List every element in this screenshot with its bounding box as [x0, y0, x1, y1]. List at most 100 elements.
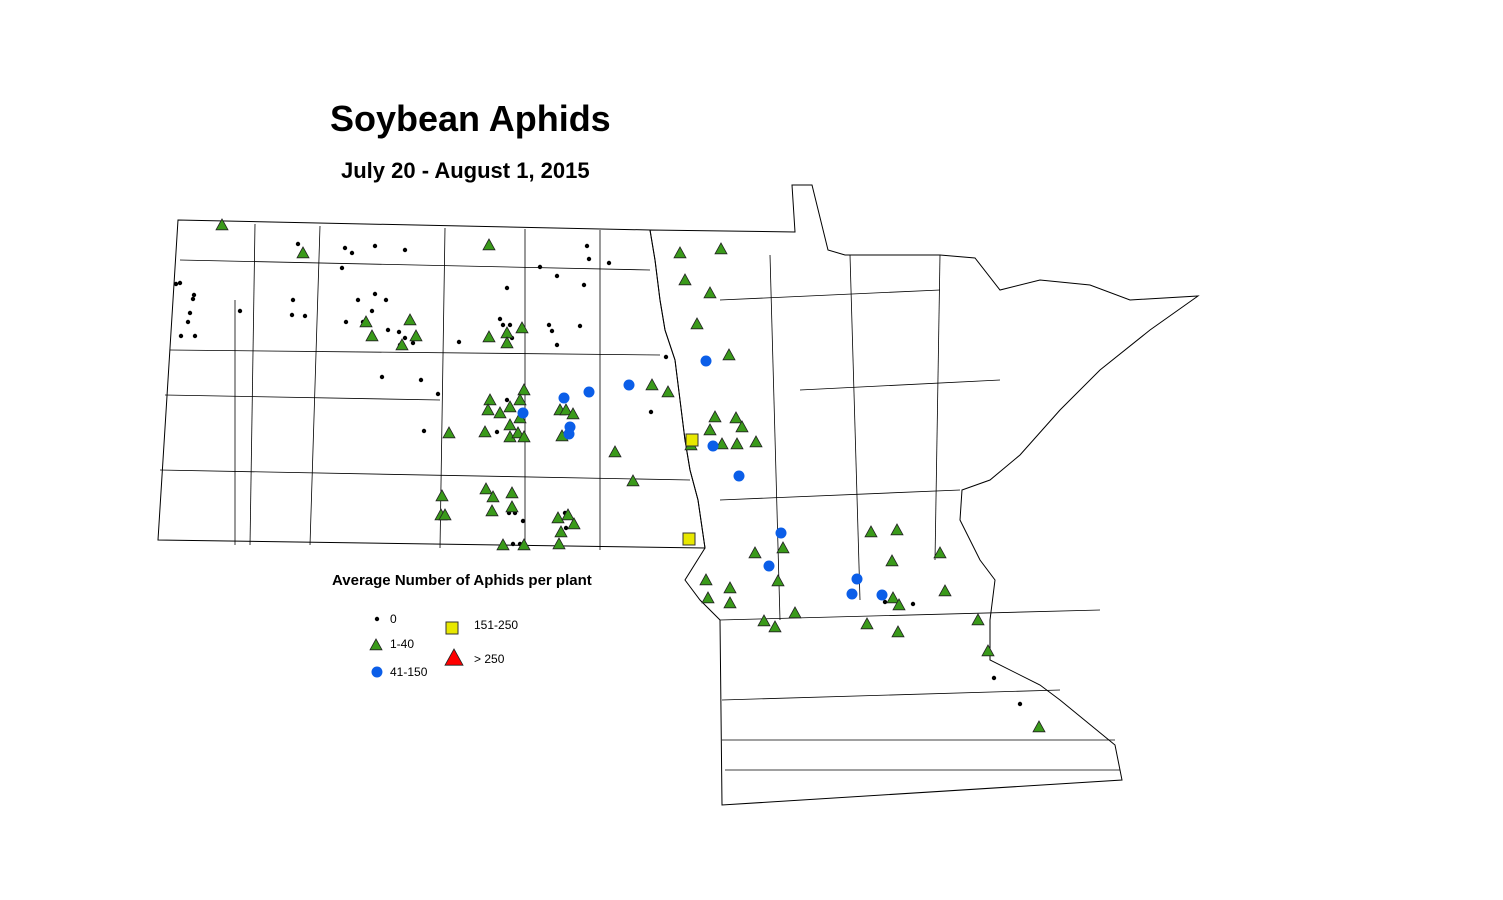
- legend-label-0: 0: [390, 612, 397, 626]
- zero-aphids-point: [537, 264, 543, 270]
- low-aphids-triangle: [788, 606, 802, 619]
- legend-dot-symbol: [374, 616, 380, 622]
- low-aphids-triangle: [715, 437, 729, 450]
- low-aphids-triangle: [505, 500, 519, 513]
- low-aphids-triangle: [708, 410, 722, 423]
- zero-aphids-point: [372, 291, 378, 297]
- moderate-aphids-circle: [733, 470, 745, 482]
- low-aphids-triangle: [566, 407, 580, 420]
- low-aphids-triangle: [722, 348, 736, 361]
- zero-aphids-point: [991, 675, 997, 681]
- low-aphids-triangle: [511, 426, 525, 439]
- zero-aphids-point: [418, 377, 424, 383]
- low-aphids-triangle: [483, 393, 497, 406]
- legend-circle-blue-symbol: [371, 666, 383, 678]
- zero-aphids-point: [606, 260, 612, 266]
- county-line: [249, 223, 256, 546]
- low-aphids-triangle: [729, 411, 743, 424]
- zero-aphids-point: [563, 525, 569, 531]
- zero-aphids-point: [192, 333, 198, 339]
- low-aphids-triangle: [482, 330, 496, 343]
- zero-aphids-point: [369, 308, 375, 314]
- legend-triangle-green-symbol: [369, 638, 383, 651]
- zero-aphids-point: [554, 342, 560, 348]
- zero-aphids-point: [494, 429, 500, 435]
- county-line: [164, 394, 441, 401]
- low-aphids-triangle: [403, 313, 417, 326]
- zero-aphids-point: [349, 250, 355, 256]
- low-aphids-triangle: [485, 504, 499, 517]
- low-aphids-triangle: [981, 644, 995, 657]
- low-aphids-triangle: [892, 598, 906, 611]
- zero-aphids-point: [510, 541, 516, 547]
- zero-aphids-point: [520, 518, 526, 524]
- low-aphids-triangle: [748, 546, 762, 559]
- low-aphids-triangle: [554, 525, 568, 538]
- legend-label-151-250: 151-250: [474, 618, 519, 632]
- zero-aphids-point: [581, 282, 587, 288]
- low-aphids-triangle: [517, 538, 531, 551]
- low-aphids-triangle: [215, 218, 229, 231]
- zero-aphids-point: [383, 297, 389, 303]
- low-aphids-triangle: [365, 329, 379, 342]
- low-aphids-triangle: [442, 426, 456, 439]
- low-aphids-triangle: [486, 490, 500, 503]
- low-aphids-triangle: [515, 321, 529, 334]
- legend-label-over-250: > 250: [474, 652, 505, 666]
- zero-aphids-point: [410, 340, 416, 346]
- legend-square-yellow-symbol: [445, 621, 459, 635]
- zero-aphids-point: [177, 280, 183, 286]
- zero-aphids-point: [173, 281, 179, 287]
- low-aphids-triangle: [513, 393, 527, 406]
- legend-title: Average Number of Aphids per plant: [332, 572, 592, 589]
- minnesota-outline: [649, 184, 1200, 806]
- moderate-aphids-circle: [846, 588, 858, 600]
- low-aphids-triangle: [714, 242, 728, 255]
- zero-aphids-point: [546, 322, 552, 328]
- low-aphids-triangle: [481, 403, 495, 416]
- low-aphids-triangle: [482, 238, 496, 251]
- zero-aphids-point: [648, 409, 654, 415]
- low-aphids-triangle: [567, 517, 581, 530]
- zero-aphids-point: [421, 428, 427, 434]
- low-aphids-triangle: [703, 286, 717, 299]
- county-line: [721, 689, 1061, 701]
- low-aphids-triangle: [409, 329, 423, 342]
- zero-aphids-point: [504, 285, 510, 291]
- zero-aphids-point: [504, 397, 510, 403]
- low-aphids-triangle: [517, 383, 531, 396]
- moderate-aphids-circle: [517, 407, 529, 419]
- low-aphids-triangle: [661, 385, 675, 398]
- low-aphids-triangle: [626, 474, 640, 487]
- low-aphids-triangle: [938, 584, 952, 597]
- zero-aphids-point: [402, 335, 408, 341]
- zero-aphids-point: [497, 316, 503, 322]
- zero-aphids-point: [507, 322, 513, 328]
- low-aphids-triangle: [478, 425, 492, 438]
- zero-aphids-point: [456, 339, 462, 345]
- low-aphids-triangle: [749, 435, 763, 448]
- county-line: [169, 349, 661, 356]
- county-line: [799, 379, 1001, 391]
- zero-aphids-point: [190, 296, 196, 302]
- zero-aphids-point: [1017, 701, 1023, 707]
- high-aphids-square: [685, 433, 699, 447]
- low-aphids-triangle: [517, 430, 531, 443]
- legend-triangle-red-symbol: [444, 648, 464, 666]
- zero-aphids-point: [339, 265, 345, 271]
- zero-aphids-point: [185, 319, 191, 325]
- high-aphids-square: [682, 532, 696, 546]
- zero-aphids-point: [396, 329, 402, 335]
- moderate-aphids-circle: [707, 440, 719, 452]
- zero-aphids-point: [549, 328, 555, 334]
- zero-aphids-point: [882, 599, 888, 605]
- low-aphids-triangle: [864, 525, 878, 538]
- legend-label-1-40: 1-40: [390, 637, 415, 651]
- zero-aphids-point: [290, 297, 296, 303]
- county-line: [849, 254, 861, 601]
- low-aphids-triangle: [438, 508, 452, 521]
- low-aphids-triangle: [723, 581, 737, 594]
- zero-aphids-point: [385, 327, 391, 333]
- moderate-aphids-circle: [558, 392, 570, 404]
